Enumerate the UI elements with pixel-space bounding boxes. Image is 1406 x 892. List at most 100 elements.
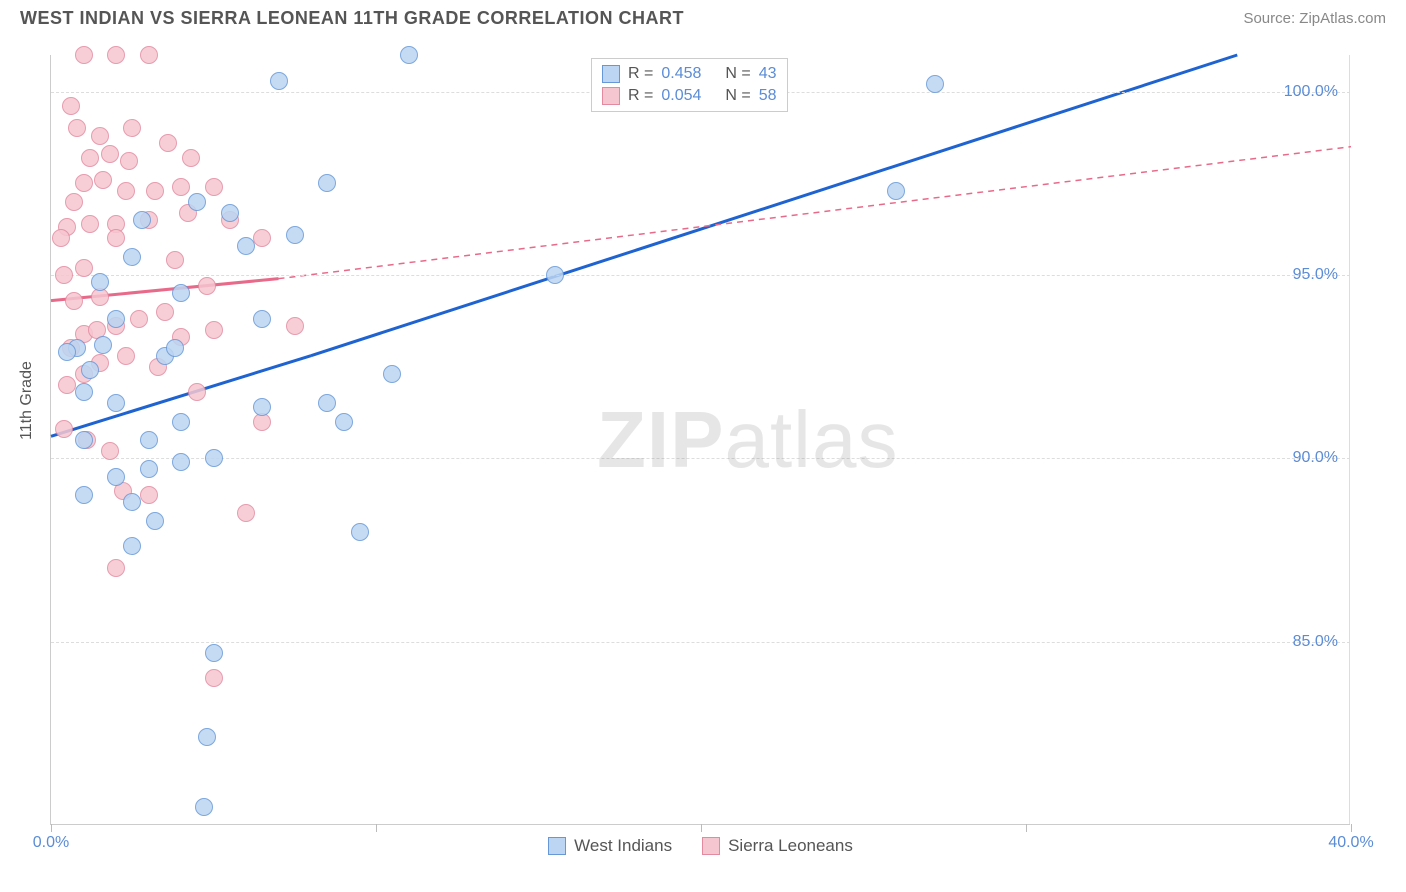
scatter-point bbox=[75, 259, 93, 277]
scatter-point bbox=[117, 182, 135, 200]
scatter-point bbox=[75, 486, 93, 504]
series-legend-label: Sierra Leoneans bbox=[728, 836, 853, 856]
scatter-point bbox=[107, 46, 125, 64]
scatter-point bbox=[140, 46, 158, 64]
scatter-point bbox=[253, 398, 271, 416]
scatter-point bbox=[75, 383, 93, 401]
scatter-point bbox=[107, 468, 125, 486]
chart-header: WEST INDIAN VS SIERRA LEONEAN 11TH GRADE… bbox=[0, 0, 1406, 33]
scatter-point bbox=[198, 728, 216, 746]
chart-title: WEST INDIAN VS SIERRA LEONEAN 11TH GRADE… bbox=[20, 8, 684, 29]
x-tick bbox=[1351, 824, 1352, 832]
scatter-point bbox=[237, 237, 255, 255]
scatter-point bbox=[237, 504, 255, 522]
scatter-point bbox=[140, 486, 158, 504]
scatter-point bbox=[107, 559, 125, 577]
scatter-point bbox=[205, 669, 223, 687]
x-tick bbox=[701, 824, 702, 832]
scatter-point bbox=[182, 149, 200, 167]
legend-swatch bbox=[702, 837, 720, 855]
scatter-point bbox=[120, 152, 138, 170]
scatter-point bbox=[205, 321, 223, 339]
series-legend: West IndiansSierra Leoneans bbox=[51, 836, 1350, 856]
scatter-point bbox=[205, 178, 223, 196]
scatter-point bbox=[400, 46, 418, 64]
scatter-point bbox=[286, 317, 304, 335]
scatter-point bbox=[81, 149, 99, 167]
n-value: 43 bbox=[759, 65, 777, 83]
scatter-point bbox=[188, 383, 206, 401]
x-tick bbox=[1026, 824, 1027, 832]
scatter-point bbox=[318, 174, 336, 192]
scatter-point bbox=[205, 644, 223, 662]
scatter-point bbox=[101, 145, 119, 163]
scatter-point bbox=[58, 343, 76, 361]
n-value: 58 bbox=[759, 87, 777, 105]
legend-swatch bbox=[548, 837, 566, 855]
scatter-point bbox=[91, 127, 109, 145]
scatter-point bbox=[286, 226, 304, 244]
scatter-point bbox=[205, 449, 223, 467]
r-label: R = bbox=[628, 87, 653, 105]
scatter-point bbox=[68, 119, 86, 137]
scatter-point bbox=[383, 365, 401, 383]
scatter-point bbox=[159, 134, 177, 152]
r-label: R = bbox=[628, 65, 653, 83]
x-tick bbox=[376, 824, 377, 832]
scatter-point bbox=[75, 431, 93, 449]
scatter-point bbox=[101, 442, 119, 460]
scatter-point bbox=[55, 266, 73, 284]
scatter-point bbox=[123, 248, 141, 266]
scatter-point bbox=[887, 182, 905, 200]
n-label: N = bbox=[725, 65, 750, 83]
scatter-point bbox=[75, 46, 93, 64]
scatter-point bbox=[94, 171, 112, 189]
scatter-point bbox=[253, 310, 271, 328]
correlation-legend-row: R =0.054N =58 bbox=[602, 85, 777, 107]
scatter-point bbox=[62, 97, 80, 115]
scatter-point bbox=[140, 460, 158, 478]
trend-lines-layer bbox=[51, 55, 1350, 824]
scatter-point bbox=[195, 798, 213, 816]
chart-source: Source: ZipAtlas.com bbox=[1243, 10, 1386, 27]
scatter-point bbox=[123, 493, 141, 511]
scatter-point bbox=[117, 347, 135, 365]
scatter-point bbox=[926, 75, 944, 93]
scatter-point bbox=[81, 215, 99, 233]
scatter-point bbox=[172, 178, 190, 196]
scatter-point bbox=[65, 292, 83, 310]
scatter-point bbox=[75, 174, 93, 192]
scatter-point bbox=[546, 266, 564, 284]
y-tick-label: 95.0% bbox=[1293, 266, 1338, 284]
scatter-point bbox=[81, 361, 99, 379]
scatter-point bbox=[198, 277, 216, 295]
scatter-point bbox=[107, 310, 125, 328]
scatter-point bbox=[188, 193, 206, 211]
scatter-point bbox=[91, 273, 109, 291]
scatter-point bbox=[140, 431, 158, 449]
gridline-h bbox=[51, 275, 1350, 276]
scatter-point bbox=[221, 204, 239, 222]
scatter-point bbox=[172, 453, 190, 471]
y-tick-label: 100.0% bbox=[1284, 83, 1338, 101]
y-axis-label: 11th Grade bbox=[18, 361, 36, 440]
y-tick-label: 85.0% bbox=[1293, 633, 1338, 651]
gridline-h bbox=[51, 642, 1350, 643]
legend-swatch bbox=[602, 87, 620, 105]
scatter-point bbox=[107, 229, 125, 247]
scatter-point bbox=[133, 211, 151, 229]
scatter-point bbox=[172, 284, 190, 302]
scatter-point bbox=[166, 251, 184, 269]
gridline-h bbox=[51, 458, 1350, 459]
scatter-point bbox=[146, 512, 164, 530]
series-legend-item: Sierra Leoneans bbox=[702, 836, 853, 856]
scatter-point bbox=[335, 413, 353, 431]
plot-area: 85.0%90.0%95.0%100.0%0.0%40.0%ZIPatlasR … bbox=[50, 55, 1350, 825]
scatter-point bbox=[146, 182, 164, 200]
correlation-legend: R =0.458N =43R =0.054N =58 bbox=[591, 58, 788, 112]
scatter-point bbox=[55, 420, 73, 438]
x-tick bbox=[51, 824, 52, 832]
trend-line-ext bbox=[279, 147, 1352, 279]
scatter-point bbox=[253, 229, 271, 247]
scatter-point bbox=[130, 310, 148, 328]
